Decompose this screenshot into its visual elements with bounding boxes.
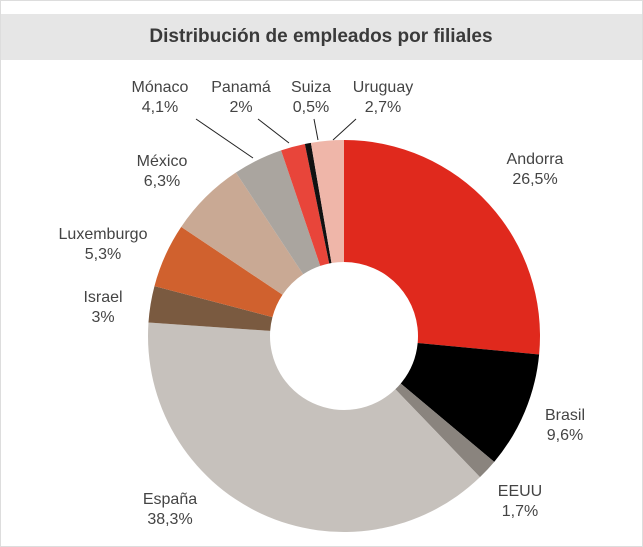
value-label: 38,3% bbox=[147, 511, 192, 528]
leader-line bbox=[195, 118, 254, 159]
leader-line bbox=[257, 118, 290, 144]
donut-slice bbox=[344, 140, 540, 355]
value-label: 1,7% bbox=[502, 503, 538, 520]
leader-lines bbox=[195, 118, 357, 159]
value-label: 6,3% bbox=[144, 173, 180, 190]
slice-label: Israel bbox=[83, 289, 122, 306]
slice-label: Panamá bbox=[211, 79, 271, 96]
slice-label: Luxemburgo bbox=[59, 226, 148, 243]
leader-line bbox=[332, 118, 357, 141]
value-label: 9,6% bbox=[547, 427, 583, 444]
chart-title: Distribución de empleados por filiales bbox=[149, 26, 492, 47]
slice-label: Uruguay bbox=[353, 79, 413, 96]
slice-label: México bbox=[137, 153, 188, 170]
slice-label: Brasil bbox=[545, 407, 585, 424]
donut-slice bbox=[235, 150, 321, 275]
slice-label: España bbox=[143, 491, 197, 508]
leader-line bbox=[313, 118, 319, 141]
donut-slice bbox=[400, 342, 540, 462]
value-label: 26,5% bbox=[512, 171, 557, 188]
donut-slice bbox=[154, 226, 283, 318]
donut-slice bbox=[148, 286, 273, 331]
donut-slice bbox=[281, 143, 330, 266]
value-label: 0,5% bbox=[293, 99, 329, 116]
value-label: 4,1% bbox=[142, 99, 178, 116]
value-label: 5,3% bbox=[85, 246, 121, 263]
value-label: 2,7% bbox=[365, 99, 401, 116]
donut-slice bbox=[395, 383, 495, 478]
title-bar bbox=[1, 14, 642, 60]
donut-slice bbox=[181, 172, 304, 295]
slice-label: EEUU bbox=[498, 483, 542, 500]
donut-slice bbox=[310, 140, 344, 264]
slice-label: Suiza bbox=[291, 79, 331, 96]
donut-slice bbox=[304, 142, 332, 264]
value-label: 3% bbox=[91, 309, 114, 326]
donut-slice bbox=[147, 322, 480, 532]
slice-label: Andorra bbox=[507, 151, 564, 168]
slice-label: Mónaco bbox=[132, 79, 189, 96]
value-label: 2% bbox=[229, 99, 252, 116]
